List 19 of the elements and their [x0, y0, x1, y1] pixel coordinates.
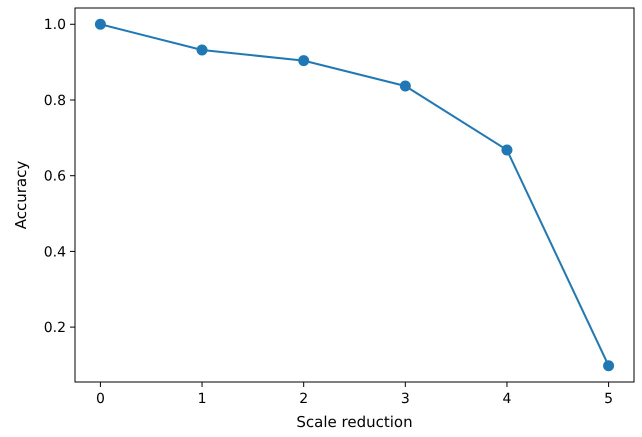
y-tick-label: 1.0: [44, 17, 66, 34]
x-axis-title: Scale reduction: [296, 413, 413, 431]
point: [400, 80, 411, 92]
point: [501, 144, 512, 156]
x-tick-label: 1: [198, 391, 207, 407]
y-tick-label: 0.2: [44, 320, 66, 336]
point: [603, 360, 614, 372]
point: [94, 18, 106, 30]
x-tick-label: 0: [96, 391, 105, 407]
x-tick-label: 2: [299, 391, 308, 407]
point: [196, 44, 208, 56]
x-tick-label: 3: [400, 391, 410, 407]
y-tick-label: 0.8: [44, 92, 66, 109]
y-tick-label: 0.6: [44, 168, 66, 185]
y-tick-label: 0.4: [44, 244, 66, 260]
point: [298, 55, 310, 66]
y-axis-title: Accuracy: [12, 160, 30, 230]
x-tick-label: 4: [502, 391, 512, 407]
x-tick-label: 5: [604, 391, 614, 407]
